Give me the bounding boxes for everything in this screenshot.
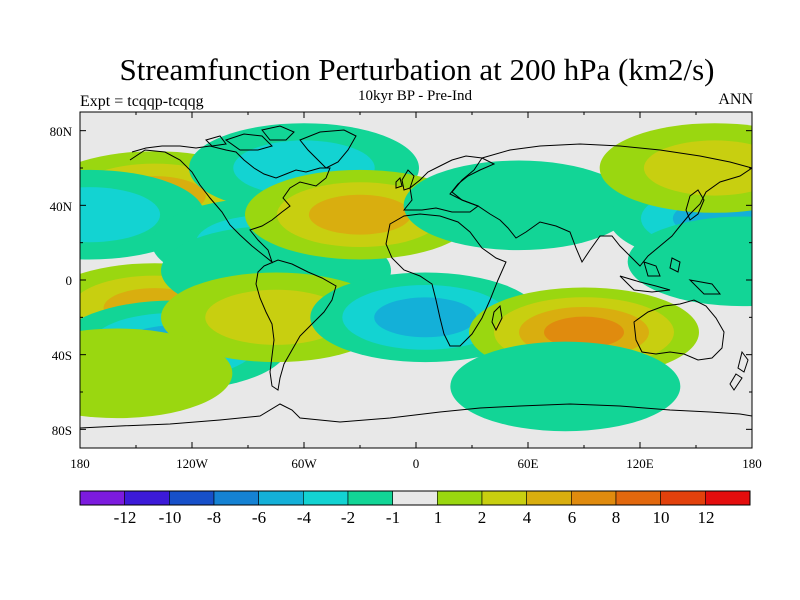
coast-south-america [255,259,337,391]
colorbar-box [213,490,259,506]
anomaly-contour [374,297,477,338]
x-tick-label: 60E [518,456,539,471]
axis-ticks [79,112,753,448]
anomaly-contour [403,160,634,251]
anomaly-contour [308,194,412,235]
colorbar-label: -10 [159,508,182,527]
colorbar-boxes [79,490,751,506]
colorbar-box [392,490,438,506]
colorbar-label: 12 [698,508,715,527]
experiment-label: Expt = tcqqp-tcqqg [80,93,204,110]
colorbar-label: 4 [523,508,532,527]
y-axis-labels: 80N 40N 0 40S 80S [50,124,73,438]
x-tick-label: 120W [176,456,209,471]
colorbar-label: 6 [568,508,577,527]
colorbar-box [347,490,393,506]
anomaly-center [80,328,233,419]
anomaly-contour [205,289,347,345]
colorbar-box [303,490,349,506]
colorbar-label: 1 [434,508,443,527]
colorbar-label: -6 [252,508,266,527]
map-panel [79,111,753,449]
plot-title: Streamfunction Perturbation at 200 hPa (… [119,52,715,87]
x-tick-label: 180 [742,456,762,471]
colorbar-label: -4 [297,508,312,527]
anomaly-contour [627,216,752,307]
x-tick-label: 60W [291,456,317,471]
coast-new-zealand [729,350,749,391]
colorbar-label: 2 [478,508,487,527]
colorbar-box [481,490,527,506]
colorbar-box [571,490,617,506]
x-tick-label: 0 [413,456,420,471]
colorbar-box [526,490,572,506]
coast-australia [633,299,725,361]
period-subtitle: 10kyr BP - Pre-Ind [357,88,473,104]
colorbar-label: -8 [207,508,221,527]
x-tick-label: 120E [626,456,654,471]
coast-arctic-islands [205,125,295,151]
y-tick-label: 80N [50,124,73,139]
anomaly-center [403,160,634,251]
coast-north-america [129,145,331,264]
coastlines [80,125,752,429]
coast-asia [451,143,752,267]
colorbar: -12 -10 -8 -6 -4 -2 -1 1 2 4 6 8 10 12 [79,490,751,527]
anomaly-contour [80,328,233,419]
coast-greenland [299,129,357,169]
anomaly-center [245,169,475,260]
colorbar-box [169,490,215,506]
coast-japan [685,189,705,221]
coast-british-isles [395,169,415,191]
colorbar-box [437,490,483,506]
colorbar-label: 8 [612,508,621,527]
colorbar-box [660,490,706,506]
anomaly-field [80,123,752,432]
colorbar-labels: -12 -10 -8 -6 -4 -2 -1 1 2 4 6 8 10 12 [114,508,715,527]
anomaly-contour [450,341,681,432]
anomaly-center [599,123,752,213]
y-tick-label: 40S [52,348,72,363]
season-label: ANN [718,91,753,108]
anomaly-center [450,341,681,432]
anomaly-contour [643,140,752,196]
x-axis-labels: 180 120W 60W 0 60E 120E 180 [70,456,762,471]
colorbar-frame [79,490,751,506]
colorbar-label: -2 [341,508,355,527]
colorbar-box [705,490,751,506]
coast-se-asia-islands [619,257,722,295]
coast-africa [385,213,507,347]
coast-madagascar [491,304,503,332]
colorbar-box [615,490,661,506]
y-tick-label: 0 [66,273,73,288]
coast-europe [402,155,496,213]
colorbar-box [124,490,170,506]
anomaly-contour [544,316,624,348]
colorbar-label: 10 [653,508,670,527]
anomaly-contour [80,187,161,243]
coast-antarctica [80,403,752,429]
x-tick-label: 180 [70,456,90,471]
colorbar-label: -12 [114,508,137,527]
colorbar-label: -1 [386,508,400,527]
y-tick-label: 40N [50,199,73,214]
y-tick-label: 80S [52,423,72,438]
colorbar-box [79,490,125,506]
anomaly-center [627,216,752,307]
colorbar-box [258,490,304,506]
